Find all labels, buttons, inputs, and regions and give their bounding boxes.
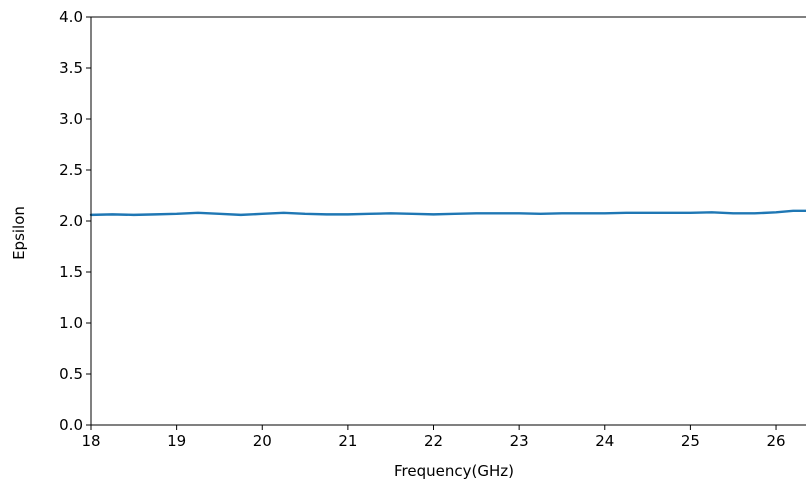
y-tick-label: 2.0 [59,212,83,230]
x-tick-label: 21 [338,432,357,450]
y-tick-label: 3.0 [59,110,83,128]
x-tick-label: 25 [681,432,700,450]
x-tick-label: 26 [766,432,785,450]
axes: 18 19 20 21 22 23 24 25 26 0.0 0.5 1.0 1.5 2.0 2.5 3.0 3… [59,8,806,450]
y-tick-label: 4.0 [59,8,83,26]
y-tick-label: 2.5 [59,161,83,179]
x-tick-label: 20 [253,432,272,450]
series-line-0 [89,209,806,217]
y-tick-label: 0.0 [59,416,83,434]
x-tick-label: 22 [424,432,443,450]
y-tick-label: 1.0 [59,314,83,332]
y-tick-label: 0.5 [59,365,83,383]
plot-area [89,209,806,217]
x-axis-label: Frequency(GHz) [394,462,514,480]
x-tick-label: 19 [167,432,186,450]
x-tick-label: 24 [595,432,614,450]
y-axis-label: Epsilon [10,206,28,260]
x-tick-label: 23 [510,432,529,450]
x-tick-label: 18 [81,432,100,450]
y-tick-label: 1.5 [59,263,83,281]
y-tick-label: 3.5 [59,59,83,77]
